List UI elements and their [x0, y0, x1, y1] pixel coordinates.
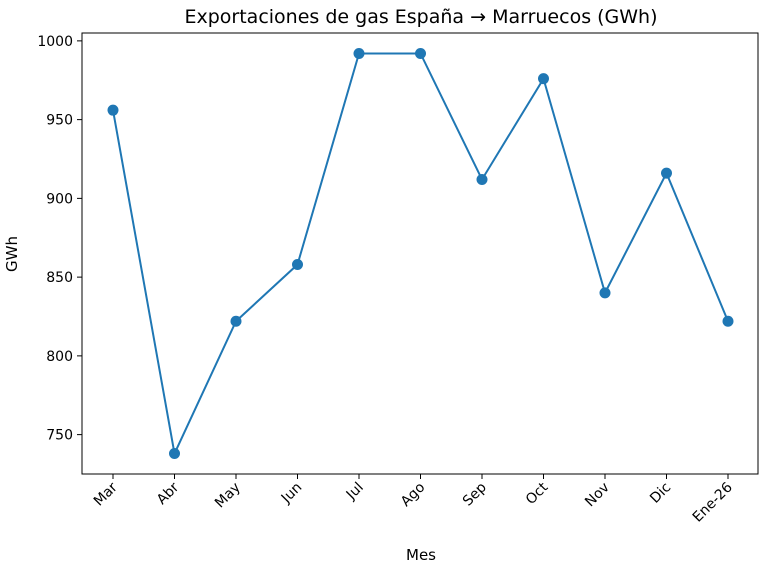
y-tick-label: 800: [46, 349, 73, 365]
data-point-jun: [292, 259, 303, 271]
x-tick-label: May: [212, 480, 244, 512]
y-tick-label: 950: [46, 113, 73, 129]
data-point-nov: [599, 287, 611, 299]
y-tick-label: 900: [46, 191, 73, 207]
y-tick-label: 850: [46, 270, 73, 286]
x-tick-label: Jul: [343, 480, 367, 504]
y-axis: 750 800 850 900 950 1000: [37, 34, 82, 444]
x-axis-title: Mes: [406, 546, 436, 564]
x-tick-label: Abr: [154, 479, 183, 508]
x-tick-label: Jun: [278, 480, 305, 507]
x-axis: Mar Abr May Jun Jul Ago Sep Oct Nov Dic Ene-26: [91, 474, 736, 526]
data-point-jul: [353, 47, 365, 59]
x-tick-label: Oct: [523, 479, 552, 508]
data-point-ene-26: [722, 315, 734, 327]
data-point-mar: [107, 104, 119, 116]
series-layer: [107, 47, 734, 460]
x-tick-label: Dic: [647, 480, 674, 507]
data-point-abr: [169, 448, 180, 460]
x-tick-label: Nov: [582, 480, 613, 511]
x-tick-label: Sep: [460, 479, 490, 509]
plot-area: [81, 32, 759, 475]
data-point-may: [230, 315, 242, 327]
x-tick-label: Mar: [91, 479, 121, 509]
data-point-oct: [538, 73, 549, 85]
chart-title: Exportaciones de gas España → Marruecos …: [184, 6, 657, 28]
data-point-dic: [661, 167, 672, 179]
y-tick-label: 750: [46, 428, 73, 444]
y-tick-label: 1000: [37, 34, 73, 50]
data-point-ago: [415, 47, 426, 59]
series-line: [112, 52, 729, 457]
x-tick-label: Ago: [398, 480, 428, 510]
x-tick-label: Ene-26: [690, 479, 736, 525]
data-point-sep: [476, 173, 488, 185]
y-axis-title: GWh: [3, 236, 21, 272]
